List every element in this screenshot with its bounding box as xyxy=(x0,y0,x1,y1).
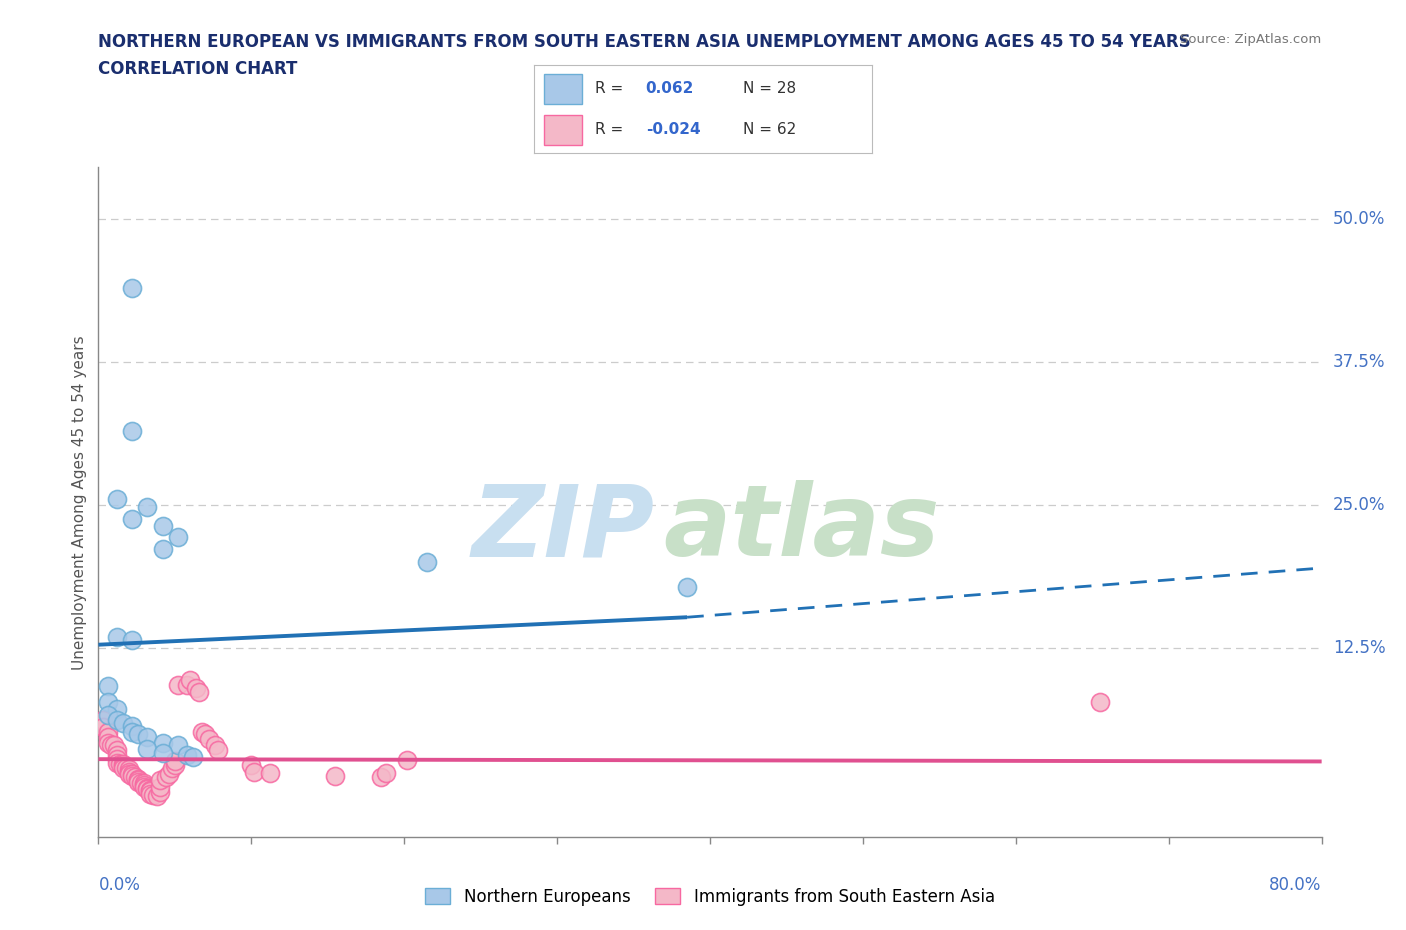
Text: atlas: atlas xyxy=(664,481,941,578)
Text: 0.062: 0.062 xyxy=(645,82,695,97)
Text: CORRELATION CHART: CORRELATION CHART xyxy=(98,60,298,78)
Text: R =: R = xyxy=(595,82,623,97)
Text: 25.0%: 25.0% xyxy=(1333,496,1385,514)
Y-axis label: Unemployment Among Ages 45 to 54 years: Unemployment Among Ages 45 to 54 years xyxy=(72,335,87,670)
FancyBboxPatch shape xyxy=(544,114,582,145)
Text: 80.0%: 80.0% xyxy=(1270,876,1322,894)
Text: R =: R = xyxy=(595,122,623,137)
Text: Source: ZipAtlas.com: Source: ZipAtlas.com xyxy=(1181,33,1322,46)
Text: ZIP: ZIP xyxy=(472,481,655,578)
Text: N = 62: N = 62 xyxy=(744,122,797,137)
Text: 0.0%: 0.0% xyxy=(98,876,141,894)
Text: 50.0%: 50.0% xyxy=(1333,210,1385,228)
FancyBboxPatch shape xyxy=(544,74,582,104)
Text: -0.024: -0.024 xyxy=(645,122,700,137)
Text: N = 28: N = 28 xyxy=(744,82,797,97)
Legend: Northern Europeans, Immigrants from South Eastern Asia: Northern Europeans, Immigrants from Sout… xyxy=(425,887,995,906)
Text: 12.5%: 12.5% xyxy=(1333,639,1385,658)
Text: NORTHERN EUROPEAN VS IMMIGRANTS FROM SOUTH EASTERN ASIA UNEMPLOYMENT AMONG AGES : NORTHERN EUROPEAN VS IMMIGRANTS FROM SOU… xyxy=(98,33,1191,50)
Text: 37.5%: 37.5% xyxy=(1333,353,1385,371)
